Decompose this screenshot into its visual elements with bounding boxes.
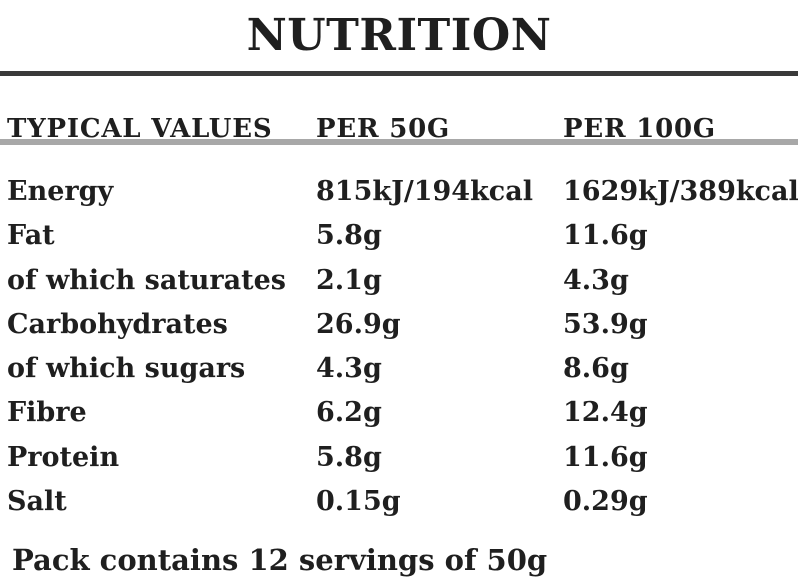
value-per-100g: 53.9g bbox=[563, 308, 648, 340]
title-divider bbox=[0, 71, 798, 76]
table-row: of which sugars 4.3g 8.6g bbox=[0, 347, 798, 391]
header-divider bbox=[0, 139, 798, 145]
value-per-100g: 11.6g bbox=[563, 441, 648, 473]
value-per-100g: 12.4g bbox=[563, 397, 648, 429]
nutrient-name: Protein bbox=[7, 441, 120, 473]
value-per-50g: 2.1g bbox=[316, 264, 382, 296]
nutrient-name: Salt bbox=[7, 486, 67, 518]
value-per-100g: 8.6g bbox=[563, 353, 629, 385]
nutrient-name: Energy bbox=[7, 176, 114, 207]
value-per-100g: 11.6g bbox=[563, 220, 648, 252]
table-row: Fat 5.8g 11.6g bbox=[0, 214, 798, 258]
value-per-50g: 0.15g bbox=[316, 486, 401, 518]
value-per-50g: 815kJ/194kcal bbox=[316, 176, 533, 207]
value-per-50g: 26.9g bbox=[316, 308, 401, 340]
value-per-50g: 4.3g bbox=[316, 353, 382, 385]
page-title: NUTRITION bbox=[246, 10, 552, 61]
nutrient-name: of which sugars bbox=[7, 353, 246, 385]
nutrient-name: Fibre bbox=[7, 397, 87, 429]
value-per-50g: 6.2g bbox=[316, 397, 382, 429]
nutrition-table-body: Energy 815kJ/194kcal 1629kJ/389kcal Fat … bbox=[0, 170, 798, 524]
table-row: Energy 815kJ/194kcal 1629kJ/389kcal bbox=[0, 170, 798, 214]
value-per-50g: 5.8g bbox=[316, 441, 382, 473]
table-row: Carbohydrates 26.9g 53.9g bbox=[0, 303, 798, 347]
nutrient-name: of which saturates bbox=[7, 264, 286, 296]
value-per-100g: 1629kJ/389kcal bbox=[563, 176, 798, 207]
table-row: Protein 5.8g 11.6g bbox=[0, 436, 798, 480]
table-row: of which saturates 2.1g 4.3g bbox=[0, 259, 798, 303]
value-per-100g: 4.3g bbox=[563, 264, 629, 296]
nutrient-name: Fat bbox=[7, 220, 55, 252]
value-per-100g: 0.29g bbox=[563, 486, 648, 518]
table-row: Salt 0.15g 0.29g bbox=[0, 480, 798, 524]
nutrient-name: Carbohydrates bbox=[7, 308, 228, 340]
value-per-50g: 5.8g bbox=[316, 220, 382, 252]
table-row: Fibre 6.2g 12.4g bbox=[0, 391, 798, 435]
servings-note: Pack contains 12 servings of 50g bbox=[12, 543, 548, 577]
